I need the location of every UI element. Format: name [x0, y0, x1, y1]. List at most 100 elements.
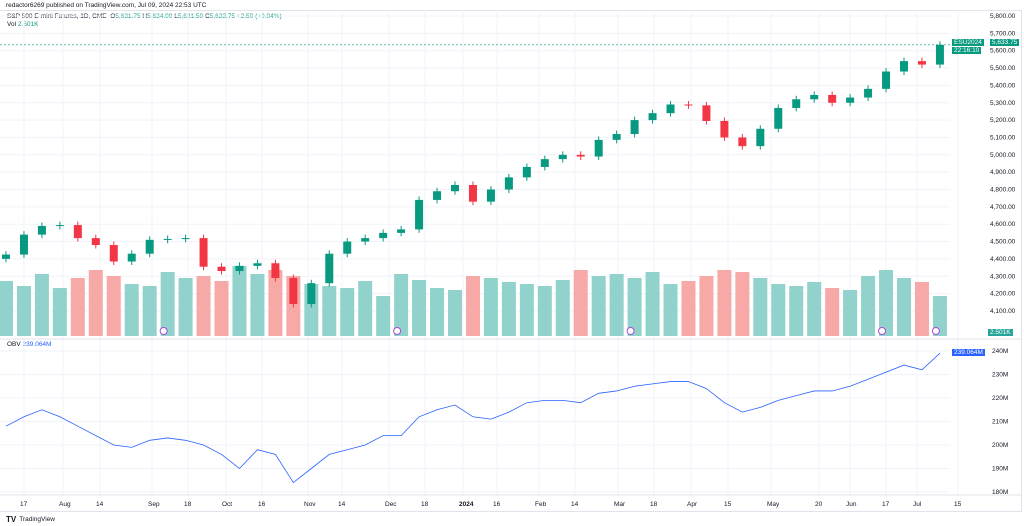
- chart-frame: [0, 10, 1022, 512]
- volume-bar: [196, 276, 211, 336]
- time-axis-tick: 15: [724, 501, 732, 508]
- candle-body: [73, 225, 82, 239]
- candle-body: [486, 189, 495, 202]
- price-axis-tick: 4,500.00: [990, 239, 1016, 246]
- candle-body: [612, 133, 621, 140]
- volume-bar: [16, 286, 31, 336]
- time-axis-tick: Sep: [148, 501, 160, 508]
- volume-bar: [519, 284, 534, 336]
- volume-bar: [250, 274, 265, 336]
- time-axis-tick: Aug: [59, 501, 71, 508]
- volume-label: Vol: [7, 21, 17, 28]
- price-tag: 5,633.75: [990, 39, 1020, 46]
- price-axis-tick: 5,500.00: [990, 65, 1016, 72]
- candle-body: [576, 154, 585, 157]
- candle-body: [792, 99, 801, 108]
- volume-bar: [645, 272, 660, 336]
- volume-bar: [789, 286, 804, 336]
- candle-body: [235, 265, 244, 272]
- time-axis-tick: 17: [20, 501, 28, 508]
- volume-bar: [753, 278, 768, 336]
- obv-label[interactable]: OBV: [7, 341, 21, 348]
- candle-body: [55, 225, 64, 227]
- obv-axis-tick: 200M: [992, 442, 1008, 449]
- candle-body: [433, 191, 442, 200]
- volume-bar: [106, 276, 121, 336]
- candle-body: [37, 225, 46, 235]
- candle-body: [558, 154, 567, 160]
- time-axis-tick: 18: [184, 501, 192, 508]
- obv-legend: OBV 239.064M: [7, 341, 51, 348]
- price-axis-tick: 4,200.00: [990, 291, 1016, 298]
- volume-bar: [322, 286, 337, 336]
- time-axis-tick: 17: [882, 501, 890, 508]
- candle-body: [91, 238, 100, 246]
- volume-bar: [897, 278, 911, 336]
- candle-body: [343, 241, 352, 254]
- candle-body: [684, 104, 693, 106]
- footer-brand: TV TradingView: [6, 515, 55, 524]
- candle-body: [325, 253, 334, 284]
- time-axis-tick: Nov: [304, 501, 316, 508]
- volume-bar: [555, 280, 570, 336]
- volume-bar: [268, 270, 283, 336]
- volume-bar: [394, 274, 409, 336]
- time-axis-tick: 2024: [459, 501, 474, 508]
- volume-bar: [914, 282, 929, 336]
- event-marker-icon: [393, 327, 402, 335]
- candle-body: [504, 177, 513, 190]
- volume-bar: [932, 296, 947, 336]
- volume-bar: [879, 270, 894, 336]
- price-axis-tick: 4,300.00: [990, 273, 1016, 280]
- volume-bar: [825, 288, 840, 336]
- candle-body: [630, 120, 639, 134]
- volume-bar: [735, 272, 750, 336]
- time-axis-tick: 16: [493, 501, 501, 508]
- symbol-tag: ESU2024: [952, 39, 984, 46]
- price-axis-tick: 5,400.00: [990, 82, 1016, 89]
- volume-bar: [537, 286, 552, 336]
- candle-body: [828, 94, 837, 103]
- time-axis-tick: Oct: [222, 501, 232, 508]
- time-axis-tick: 14: [338, 501, 346, 508]
- candle-body: [935, 44, 944, 65]
- volume-bar: [70, 278, 85, 336]
- obv-axis-tick: 220M: [992, 395, 1008, 402]
- volume-bar: [376, 296, 391, 336]
- candle-body: [720, 120, 729, 138]
- volume-bar: [627, 278, 642, 336]
- event-marker-icon: [931, 327, 940, 335]
- obv-tag: 239.064M: [952, 349, 985, 356]
- candle-body: [810, 94, 819, 100]
- candle-body: [666, 104, 675, 114]
- time-axis-tick: 20: [815, 501, 823, 508]
- candle-body: [109, 245, 118, 262]
- price-axis-tick: 4,600.00: [990, 221, 1016, 228]
- candle-body: [307, 283, 316, 305]
- countdown: 22:16:10: [952, 47, 982, 54]
- volume-bar: [34, 274, 49, 336]
- price-axis-tick: 4,100.00: [990, 308, 1016, 315]
- volume-bar: [807, 282, 822, 336]
- candle-body: [19, 234, 28, 255]
- obv-line: [5, 352, 941, 484]
- candle-body: [774, 107, 783, 129]
- time-axis-tick: May: [767, 501, 780, 508]
- volume-bar: [142, 286, 157, 336]
- obv-axis-tick: 230M: [992, 372, 1008, 379]
- candle-body: [271, 263, 280, 278]
- candle-body: [451, 184, 459, 192]
- time-axis-tick: Dec: [385, 501, 397, 508]
- candle-body: [181, 238, 190, 240]
- published-caption: redactor6269 published on TradingView.co…: [6, 2, 207, 9]
- volume-bar: [88, 270, 103, 336]
- volume-bar: [573, 270, 588, 336]
- candle-body: [917, 61, 926, 65]
- price-axis-tick: 4,400.00: [990, 256, 1016, 263]
- obv-axis-tick: 210M: [992, 419, 1008, 426]
- time-axis-tick: Jun: [846, 501, 857, 508]
- candle-body: [594, 139, 603, 157]
- time-axis-tick: 15: [954, 501, 962, 508]
- volume-value: 2.501K: [17, 21, 39, 28]
